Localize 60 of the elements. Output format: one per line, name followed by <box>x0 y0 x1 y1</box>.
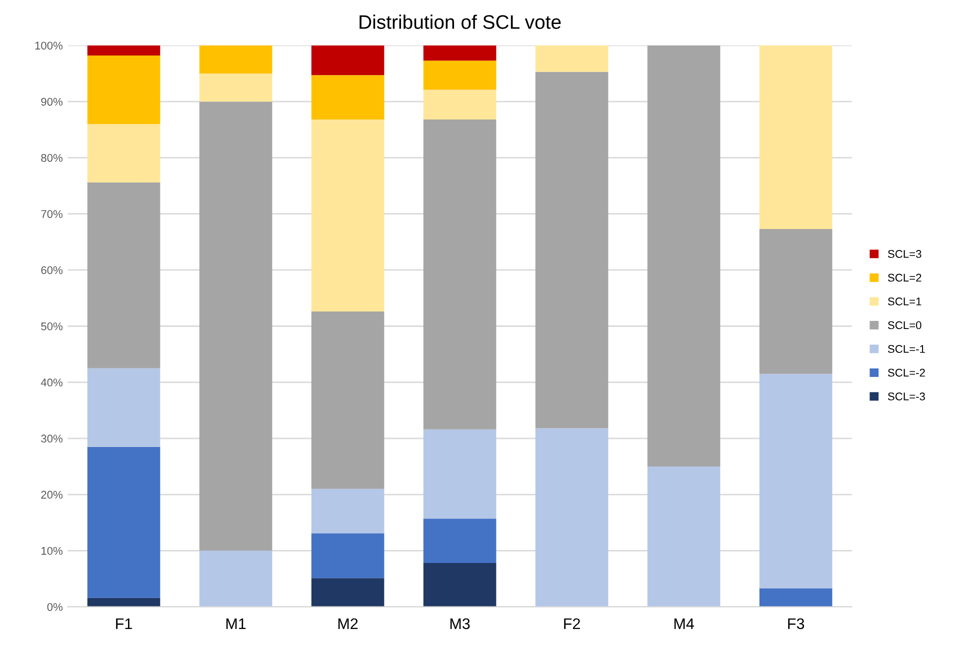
x-tick-label: F3 <box>788 618 804 630</box>
bar <box>423 60 496 90</box>
legend-label: SCL=-2 <box>888 368 925 377</box>
bar <box>535 72 608 428</box>
bar <box>199 45 272 74</box>
legend-label: SCL=3 <box>888 250 922 258</box>
y-tick-label: 100% <box>35 42 63 50</box>
bar <box>87 598 160 607</box>
bar <box>535 428 608 607</box>
x-tick-label: M2 <box>338 618 358 629</box>
bar <box>759 588 832 607</box>
bar <box>311 578 384 607</box>
bar <box>423 120 496 430</box>
legend-label: SCL=-1 <box>888 345 925 353</box>
bar <box>87 368 160 447</box>
y-tick-label: 0% <box>47 603 63 611</box>
y-tick-label: 60% <box>41 266 63 274</box>
x-tick-label: M1 <box>226 618 246 629</box>
y-tick-label: 90% <box>41 98 63 106</box>
legend-label: SCL=-3 <box>888 392 925 400</box>
legend-label: SCL=0 <box>888 321 922 330</box>
bar <box>423 563 496 607</box>
y-tick-label: 20% <box>41 490 63 499</box>
bar <box>87 182 160 368</box>
y-tick-label: 10% <box>42 546 63 555</box>
bar <box>759 45 832 230</box>
x-tick-label: M3 <box>450 618 470 630</box>
bar <box>759 229 832 374</box>
x-tick-label: F2 <box>564 618 580 629</box>
y-tick-label: 70% <box>41 210 63 218</box>
bar <box>311 45 384 76</box>
chart-title: Distribution of SCL vote <box>360 14 561 29</box>
bar <box>87 446 160 598</box>
bar <box>87 56 160 124</box>
y-tick-label: 80% <box>41 154 63 162</box>
bar <box>647 45 720 466</box>
x-tick-label: M4 <box>674 618 694 629</box>
bar <box>423 90 496 120</box>
bar <box>311 312 384 489</box>
bar <box>87 45 160 56</box>
legend-label: SCL=1 <box>888 298 922 306</box>
bar <box>423 45 496 61</box>
bar <box>199 74 272 102</box>
y-tick-label: 50% <box>41 322 63 330</box>
bar <box>423 429 496 519</box>
bar <box>87 124 160 182</box>
bar <box>199 102 272 551</box>
bar <box>311 533 384 578</box>
y-tick-label: 30% <box>41 434 63 443</box>
bar <box>423 518 496 564</box>
y-tick-label: 40% <box>40 378 63 386</box>
bar <box>647 466 720 607</box>
bar <box>199 550 272 607</box>
bar <box>311 120 384 312</box>
bar <box>759 374 832 588</box>
bar <box>311 75 384 120</box>
legend-label: SCL=2 <box>888 274 922 282</box>
bar <box>535 45 608 72</box>
bar <box>311 488 384 534</box>
x-tick-label: F1 <box>116 618 132 629</box>
